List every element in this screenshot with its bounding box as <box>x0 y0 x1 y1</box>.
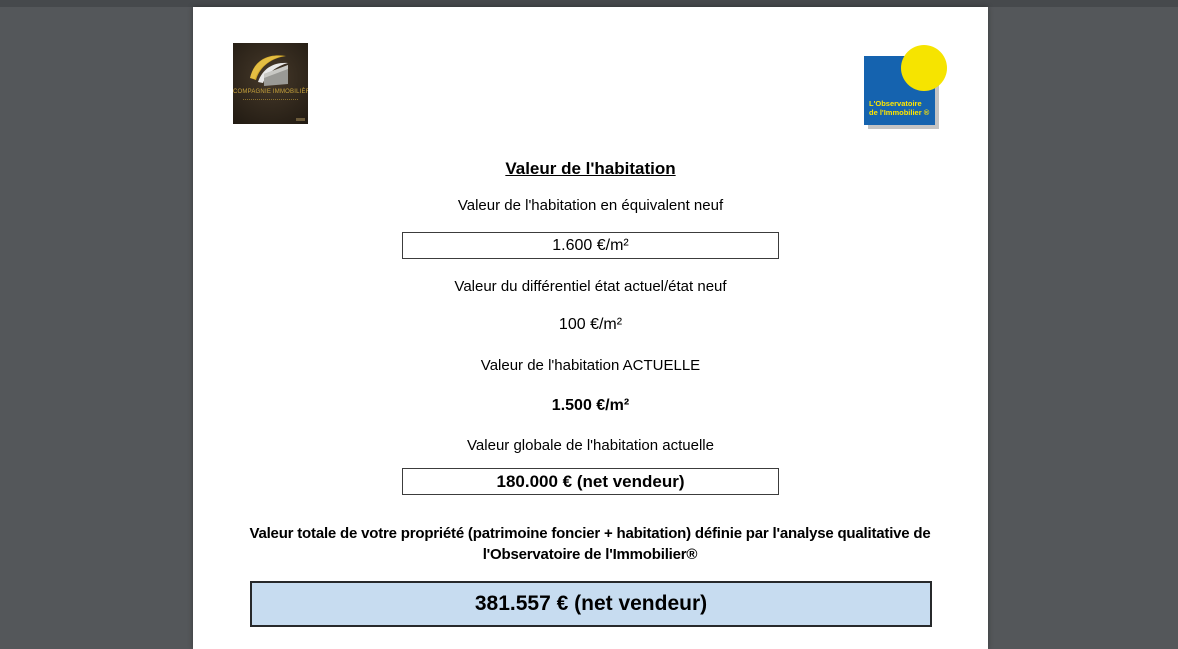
gold-swoosh-icon <box>250 55 288 86</box>
page-title: Valeur de l'habitation <box>505 159 676 178</box>
observatoire-immobilier-logo: L'Observatoire de l'Immobilier ® <box>857 38 957 130</box>
field-value-actuelle: 1.500 €/m² <box>551 397 630 414</box>
logo-observatoire-line2: de l'Immobilier ® <box>869 108 930 117</box>
logo-observatoire-label: L'Observatoire de l'Immobilier ® <box>869 99 929 117</box>
total-label: Valeur totale de votre propriété (patrim… <box>249 525 931 563</box>
total-value-box: 381.557 € (net vendeur) <box>250 581 932 627</box>
field-label-globale: Valeur globale de l'habitation actuelle <box>467 437 714 454</box>
field-label-actuelle: Valeur de l'habitation ACTUELLE <box>480 357 701 374</box>
value-box-globale: 180.000 € (net vendeur) <box>402 468 779 495</box>
value-box-equivalent-neuf: 1.600 €/m² <box>402 232 779 259</box>
document-page: COMPAGNIE IMMOBILIÈRE L'Observatoire de … <box>193 7 988 649</box>
logo-tagline-rule <box>243 99 298 102</box>
sun-circle-icon <box>901 45 947 91</box>
field-label-equivalent-neuf: Valeur de l'habitation en équivalent neu… <box>457 197 724 214</box>
field-label-differentiel: Valeur du différentiel état actuel/état … <box>454 278 727 295</box>
logo-observatoire-line1: L'Observatoire <box>869 99 922 108</box>
logo-corner-mark <box>296 118 305 121</box>
compagnie-immobiliere-logo: COMPAGNIE IMMOBILIÈRE <box>233 43 308 124</box>
logo-company-name: COMPAGNIE IMMOBILIÈRE <box>233 89 308 95</box>
window-top-edge <box>0 0 1178 7</box>
field-value-differentiel: 100 €/m² <box>558 316 623 333</box>
